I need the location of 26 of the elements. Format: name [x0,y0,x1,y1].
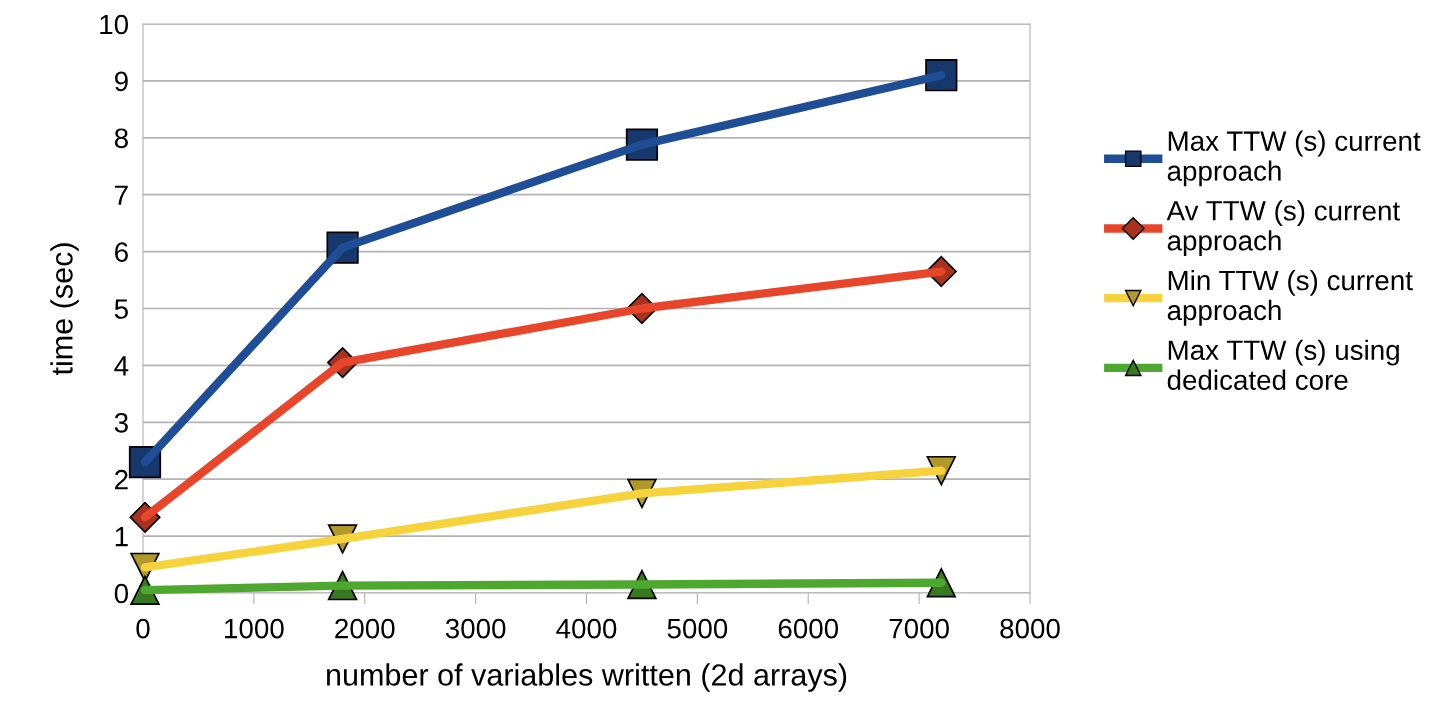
legend-label: Min TTW (s) current approach [1167,269,1413,326]
y-tick-label: 2 [115,469,128,490]
x-tick-label: 0 [136,618,150,639]
x-tick-label: 3000 [445,618,506,639]
x-tick-label: 8000 [1000,618,1060,639]
x-axis-title: number of variables written (2d arrays) [327,663,847,692]
x-tick-label: 2000 [335,618,395,639]
y-tick-label: 5 [114,299,128,319]
x-tick-label: 6000 [778,618,839,639]
legend-label: Max TTW (s) using dedicated core [1167,339,1399,390]
y-tick-label: 10 [100,14,129,35]
legend-label: Av TTW (s) current approach [1166,200,1400,257]
y-axis-title: time (sec) [50,243,79,376]
y-tick-label: 3 [114,412,128,433]
y-tick-label: 9 [114,71,128,92]
x-tick-label: 1000 [225,618,284,639]
x-tick-label: 7000 [889,618,949,639]
x-tick-label: 5000 [667,618,728,639]
y-tick-label: 0 [114,583,129,604]
legend-label: Max TTW (s) current approach [1167,130,1421,187]
y-tick-label: 7 [115,185,128,205]
y-tick-label: 6 [115,242,128,262]
y-tick-label: 8 [114,128,128,149]
y-tick-label: 1 [115,527,128,547]
y-tick-label: 4 [114,356,129,376]
x-tick-label: 4000 [556,618,617,639]
